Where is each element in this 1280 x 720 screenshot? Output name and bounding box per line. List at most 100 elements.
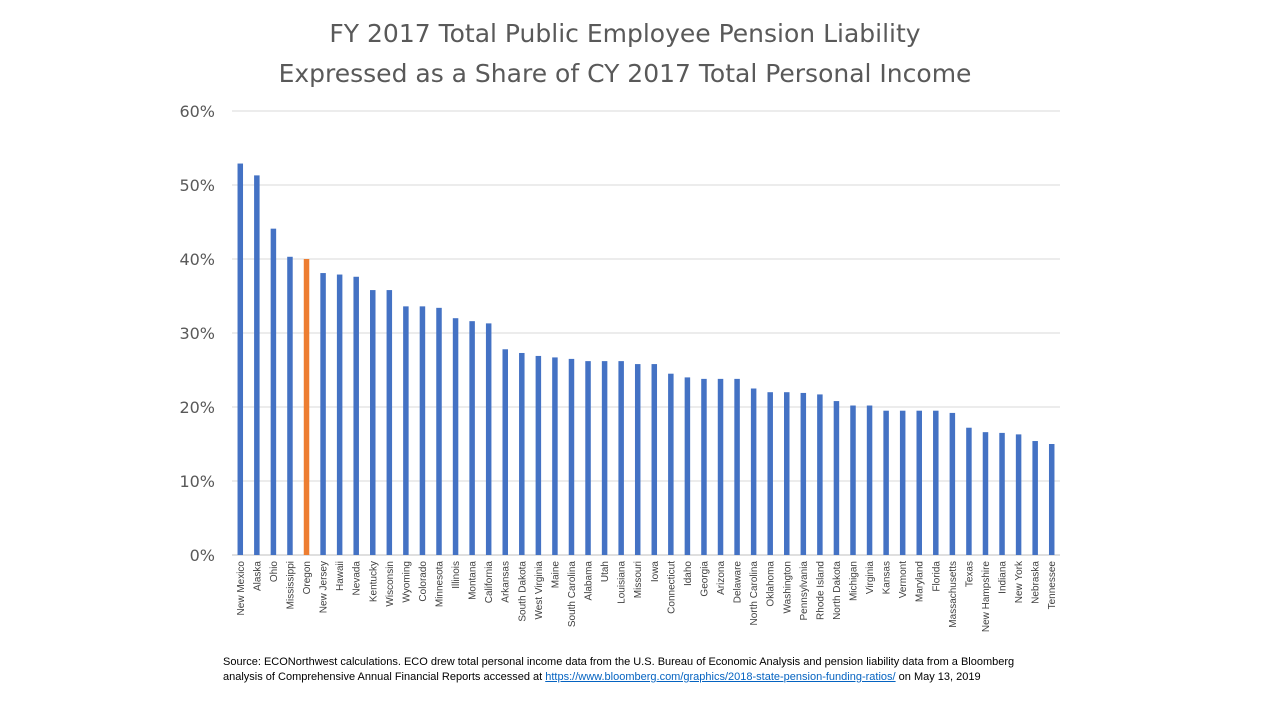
source-note: Source: ECONorthwest calculations. ECO d… <box>223 655 1043 685</box>
x-tick-label: Virginia <box>865 561 876 595</box>
bar-oklahoma <box>767 392 773 555</box>
bar-south-carolina <box>568 358 575 555</box>
bar-wisconsin <box>386 290 393 555</box>
bar-kansas <box>883 410 889 555</box>
bar-pennsylvania <box>800 392 807 555</box>
x-tick-label: Louisiana <box>617 561 628 604</box>
bar-illinois <box>452 318 459 555</box>
x-tick-label: Arizona <box>716 561 727 595</box>
bar-maryland <box>916 410 922 555</box>
x-tick-label: Alaska <box>252 561 263 591</box>
bar-west-virginia <box>535 355 542 555</box>
bar-ohio <box>270 228 277 555</box>
bar-arizona <box>717 378 724 555</box>
x-tick-label: Arkansas <box>501 561 512 603</box>
x-tick-label: Utah <box>600 561 611 582</box>
x-tick-label: South Dakota <box>517 561 528 622</box>
x-tick-label: Ohio <box>269 561 280 583</box>
bar-new-mexico <box>237 163 244 556</box>
x-tick-label: Colorado <box>418 561 429 602</box>
bar-iowa <box>651 364 658 555</box>
x-tick-label: Oregon <box>302 561 313 594</box>
bar-montana <box>469 321 475 555</box>
x-tick-label: West Virginia <box>534 561 545 620</box>
bar-louisiana <box>618 361 624 555</box>
bar-rhode-island <box>817 394 823 555</box>
bar-alaska <box>254 175 260 555</box>
bar-nevada <box>353 276 359 555</box>
bar-alabama <box>585 361 591 555</box>
source-link[interactable]: https://www.bloomberg.com/graphics/2018-… <box>545 671 896 683</box>
x-tick-label: Wisconsin <box>385 561 396 607</box>
y-tick-label: 50% <box>179 176 215 195</box>
x-tick-label: Michigan <box>849 561 860 601</box>
bar-tennessee <box>1048 444 1055 555</box>
bar-colorado <box>419 306 426 555</box>
x-tick-label: Alabama <box>584 561 595 601</box>
x-tick-label: Nebraska <box>1031 561 1042 604</box>
x-tick-label: Florida <box>931 561 942 592</box>
x-axis-labels: New Mexico Alaska Ohio Mississippi Oregon New… <box>236 560 1058 632</box>
x-tick-label: Connecticut <box>666 561 677 614</box>
gridlines <box>232 110 1060 556</box>
source-text: Source: ECONorthwest calculations. ECO d… <box>223 656 1015 683</box>
bar-massachusetts <box>949 412 956 555</box>
x-tick-label: Wyoming <box>401 561 412 603</box>
x-tick-label: New Jersey <box>319 561 330 613</box>
bar-idaho <box>684 377 691 555</box>
x-tick-label: Idaho <box>683 561 694 586</box>
bar-new-york <box>1015 434 1022 555</box>
y-tick-label: 30% <box>179 324 215 343</box>
bar-nebraska <box>1032 441 1038 555</box>
x-tick-label: California <box>484 561 495 604</box>
bar-kentucky <box>370 290 376 555</box>
bar-vermont <box>899 410 906 555</box>
x-tick-label: Montana <box>468 561 479 600</box>
x-tick-label: Indiana <box>998 561 1009 594</box>
bar-connecticut <box>668 373 674 555</box>
x-tick-label: Vermont <box>898 561 909 598</box>
x-tick-label: Rhode Island <box>815 561 826 620</box>
bar-mississippi <box>287 256 293 555</box>
bar-oregon <box>303 259 310 555</box>
y-axis-ticks: 0% 10% 20% 30% 40% 50% 60% <box>179 102 215 565</box>
bar-michigan <box>850 405 856 555</box>
chart-title: FY 2017 Total Public Employee Pension Li… <box>0 14 1250 94</box>
chart-title-line-2: Expressed as a Share of CY 2017 Total Pe… <box>278 59 972 88</box>
bar-washington <box>784 392 790 555</box>
chart-title-line-1: FY 2017 Total Public Employee Pension Li… <box>329 19 921 48</box>
source-date: on May 13, 2019 <box>895 671 981 683</box>
x-tick-label: North Carolina <box>749 561 760 626</box>
y-tick-label: 20% <box>179 398 215 417</box>
x-tick-label: Nevada <box>352 561 363 596</box>
x-tick-label: Mississippi <box>285 561 296 609</box>
bar-new-jersey <box>320 273 326 555</box>
x-tick-label: South Carolina <box>567 561 578 628</box>
x-tick-label: Delaware <box>733 561 744 604</box>
y-tick-label: 60% <box>179 102 215 121</box>
bar-virginia <box>866 405 873 555</box>
bar-minnesota <box>436 307 442 555</box>
x-tick-label: Missouri <box>633 561 644 598</box>
x-tick-label: Maryland <box>915 561 926 602</box>
x-tick-label: Illinois <box>451 561 462 589</box>
x-tick-label: Kentucky <box>368 561 379 602</box>
bar-north-dakota <box>833 401 840 555</box>
bar-texas <box>966 427 972 555</box>
bar-california <box>485 323 492 555</box>
x-tick-label: New York <box>1014 560 1025 603</box>
bar-wyoming <box>403 306 409 555</box>
bar-north-carolina <box>750 388 757 555</box>
bar-utah <box>601 361 608 555</box>
y-tick-label: 40% <box>179 250 215 269</box>
x-tick-label: Oklahoma <box>766 561 777 607</box>
x-tick-label: Tennessee <box>1047 561 1058 610</box>
x-tick-label: Texas <box>964 561 975 587</box>
x-tick-label: Maine <box>550 561 561 589</box>
x-tick-label: New Hampshire <box>981 561 992 633</box>
x-tick-label: Minnesota <box>435 561 446 608</box>
bar-indiana <box>999 432 1005 555</box>
x-tick-label: Georgia <box>699 561 710 597</box>
x-tick-label: Kansas <box>882 561 893 594</box>
